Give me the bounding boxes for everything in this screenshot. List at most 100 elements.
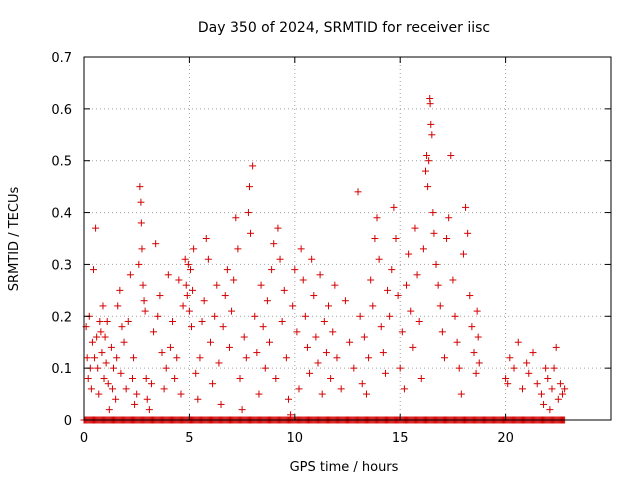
x-tick-label: 15 bbox=[392, 431, 409, 446]
data-point bbox=[428, 131, 436, 139]
data-point bbox=[253, 349, 261, 357]
data-point bbox=[107, 343, 115, 351]
data-point bbox=[92, 224, 100, 232]
data-point bbox=[445, 214, 453, 222]
x-tick-label: 10 bbox=[287, 431, 304, 446]
data-point bbox=[329, 328, 337, 336]
x-tick-label: 5 bbox=[185, 431, 193, 446]
data-point bbox=[244, 209, 252, 217]
data-point bbox=[403, 281, 411, 289]
data-point bbox=[95, 390, 103, 398]
data-point bbox=[89, 266, 97, 274]
data-point bbox=[554, 395, 562, 403]
data-point bbox=[215, 359, 223, 367]
data-point bbox=[365, 354, 373, 362]
chart-title: Day 350 of 2024, SRMTID for receiver iis… bbox=[198, 20, 490, 36]
y-tick-label: 0.1 bbox=[51, 362, 72, 377]
data-point bbox=[114, 302, 122, 310]
data-point bbox=[407, 307, 415, 315]
data-point bbox=[103, 317, 111, 325]
data-point bbox=[362, 390, 370, 398]
data-point bbox=[280, 286, 288, 294]
data-point bbox=[272, 375, 280, 383]
data-point bbox=[102, 359, 110, 367]
data-point bbox=[179, 302, 187, 310]
data-point bbox=[377, 323, 385, 331]
data-point bbox=[392, 235, 400, 242]
data-point bbox=[470, 349, 478, 357]
data-point bbox=[147, 380, 155, 388]
data-point bbox=[388, 266, 396, 274]
data-point bbox=[282, 354, 290, 362]
data-point bbox=[185, 307, 193, 315]
data-point bbox=[240, 333, 248, 341]
data-point bbox=[396, 364, 404, 372]
data-point bbox=[83, 354, 91, 362]
data-point bbox=[255, 390, 263, 398]
data-point bbox=[204, 255, 212, 263]
data-point bbox=[138, 245, 146, 253]
y-tick-label: 0.6 bbox=[51, 103, 72, 118]
data-point bbox=[100, 375, 108, 383]
data-point bbox=[337, 385, 345, 393]
y-tick-label: 0 bbox=[64, 414, 72, 429]
data-point bbox=[261, 364, 269, 372]
data-point bbox=[98, 349, 106, 357]
data-point bbox=[84, 375, 92, 383]
data-point bbox=[242, 354, 250, 362]
data-point bbox=[173, 354, 181, 362]
data-point bbox=[194, 395, 202, 403]
data-point bbox=[108, 385, 116, 393]
data-point bbox=[219, 323, 227, 331]
data-point bbox=[289, 302, 297, 310]
data-point bbox=[299, 276, 307, 284]
data-point bbox=[171, 375, 179, 383]
data-point bbox=[278, 317, 286, 325]
data-point bbox=[158, 349, 166, 357]
data-point bbox=[188, 323, 196, 331]
data-point bbox=[274, 224, 282, 232]
data-point bbox=[266, 338, 274, 346]
data-point bbox=[375, 255, 383, 263]
data-point bbox=[110, 364, 118, 372]
data-point bbox=[139, 281, 147, 289]
data-point bbox=[154, 312, 162, 320]
data-point bbox=[394, 292, 402, 300]
data-point bbox=[379, 349, 387, 357]
data-point bbox=[88, 338, 96, 346]
data-point bbox=[293, 328, 301, 336]
y-tick-label: 0.2 bbox=[51, 310, 72, 325]
data-point bbox=[523, 359, 531, 367]
data-point bbox=[473, 307, 481, 315]
data-point bbox=[113, 354, 121, 362]
data-point bbox=[99, 302, 107, 310]
grid-lines bbox=[84, 57, 611, 420]
data-point bbox=[529, 349, 537, 357]
data-point bbox=[312, 333, 320, 341]
data-point bbox=[540, 400, 548, 408]
data-point bbox=[287, 411, 295, 419]
data-point bbox=[371, 235, 379, 242]
data-point bbox=[166, 343, 174, 351]
data-point bbox=[135, 260, 143, 268]
data-point bbox=[356, 312, 364, 320]
data-point bbox=[234, 245, 242, 253]
y-tick-label: 0.3 bbox=[51, 258, 72, 273]
x-axis-label: GPS time / hours bbox=[290, 460, 399, 475]
data-point bbox=[386, 312, 394, 320]
data-point bbox=[257, 281, 265, 289]
data-point bbox=[367, 276, 375, 284]
data-point bbox=[268, 266, 276, 274]
data-point bbox=[116, 286, 124, 294]
data-point bbox=[87, 385, 95, 393]
data-point bbox=[559, 390, 567, 398]
data-point bbox=[104, 380, 112, 388]
data-point bbox=[504, 380, 512, 388]
data-point bbox=[314, 359, 322, 367]
y-tick-label: 0.7 bbox=[51, 51, 72, 66]
data-point bbox=[284, 395, 292, 403]
data-point bbox=[468, 323, 476, 331]
data-point bbox=[209, 380, 217, 388]
data-point bbox=[190, 245, 198, 253]
data-point bbox=[143, 395, 151, 403]
